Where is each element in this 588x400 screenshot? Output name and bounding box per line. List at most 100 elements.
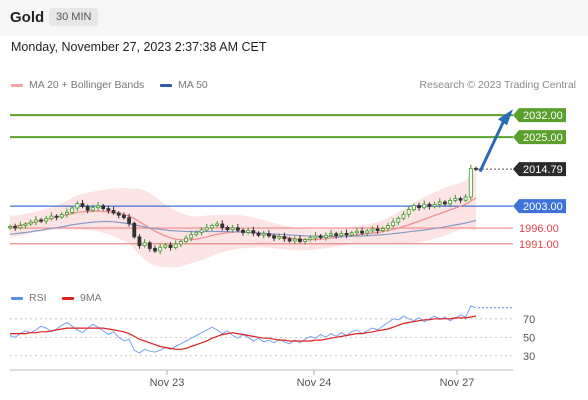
candle — [458, 196, 463, 204]
candle-body — [54, 215, 59, 218]
level-label-2003.00: 2003.00 — [523, 201, 563, 213]
candle-body — [132, 222, 137, 238]
candle-body — [396, 217, 401, 223]
candle — [121, 212, 126, 220]
candle-body — [272, 235, 277, 239]
rsi-legend-9ma: 9MA — [62, 292, 102, 304]
candle — [184, 235, 188, 244]
candle — [303, 237, 308, 245]
time-tick-label: Nov 23 — [150, 377, 185, 389]
candle — [453, 194, 458, 203]
candle — [422, 200, 427, 210]
candle — [282, 232, 287, 242]
candle-body — [287, 238, 292, 242]
candle-body — [391, 221, 396, 226]
candle-body — [230, 227, 235, 231]
candle — [153, 245, 157, 253]
candle — [437, 198, 442, 208]
candle-body — [360, 230, 365, 234]
chart-header: Gold 30 MIN — [0, 0, 588, 36]
candle-body — [18, 225, 23, 229]
price-legend-ma20: MA 20 + Bollinger Bands — [11, 79, 144, 91]
candle-body — [334, 233, 339, 236]
candle-body — [432, 204, 437, 207]
candle — [277, 233, 282, 240]
candle-body — [158, 246, 163, 252]
candle-body — [349, 232, 354, 236]
candle — [85, 204, 90, 214]
rsi-label: RSI — [29, 292, 47, 304]
ma20-label: MA 20 + Bollinger Bands — [29, 79, 145, 91]
candle-body — [437, 201, 442, 205]
target-arrow — [478, 109, 513, 173]
candle — [142, 239, 147, 248]
candle — [220, 220, 225, 231]
candle-body — [375, 228, 380, 231]
candle-body — [261, 233, 266, 236]
candle-body — [121, 214, 126, 219]
level-labels: 2032.00 2025.00 2014.79 2003.00 1996.00 1991.… — [513, 108, 566, 251]
level-tag-2032.00 — [513, 108, 566, 123]
candle-body — [365, 230, 370, 234]
candle-body — [474, 168, 478, 170]
copyright: Research © 2023 Trading Central — [419, 79, 576, 91]
candle — [173, 240, 178, 250]
candle — [360, 227, 365, 235]
candle-body — [401, 213, 406, 219]
candle-body — [323, 234, 328, 238]
candle-body — [417, 205, 421, 209]
candle-body — [101, 205, 106, 210]
candle-body — [106, 208, 111, 211]
candle — [59, 211, 64, 219]
candle-body — [220, 223, 225, 228]
candle-body — [277, 236, 282, 239]
candle — [292, 236, 297, 245]
instrument-title: Gold — [10, 9, 45, 26]
candle — [339, 230, 344, 238]
candle — [308, 234, 313, 242]
price-legend-ma50: MA 50 — [160, 79, 208, 91]
candle — [225, 225, 230, 232]
candle-body — [39, 219, 44, 222]
candle — [33, 216, 38, 226]
candle — [137, 234, 142, 249]
level-label-1991.00: 1991.00 — [519, 239, 559, 251]
candle — [168, 242, 173, 251]
rsi-tick-label: 70 — [523, 314, 535, 326]
ma20-swatch — [11, 83, 23, 87]
candle — [75, 200, 80, 212]
candle — [354, 228, 359, 236]
candle — [298, 235, 302, 244]
candle-body — [199, 229, 204, 233]
candle-body — [282, 236, 287, 240]
candle-body — [147, 242, 152, 249]
candle — [80, 199, 85, 209]
candle — [18, 221, 23, 230]
candle — [23, 222, 28, 229]
candle — [266, 229, 271, 238]
candle — [411, 203, 416, 212]
level-tag-2014.79 — [513, 162, 566, 177]
candle — [158, 243, 163, 255]
candlesticks — [8, 164, 478, 255]
candle-body — [65, 211, 69, 215]
candle-body — [339, 233, 344, 236]
candle-body — [28, 221, 33, 225]
candle-body — [241, 229, 245, 233]
candle — [199, 227, 204, 236]
timeframe-badge[interactable]: 30 MIN — [49, 8, 99, 26]
candle — [111, 206, 116, 215]
candle-body — [251, 230, 256, 234]
candle — [65, 208, 69, 218]
candle — [380, 226, 385, 233]
candle-body — [318, 235, 323, 238]
candle — [474, 166, 478, 171]
candle-body — [303, 239, 308, 242]
candle — [163, 243, 168, 250]
candle-body — [59, 214, 64, 218]
candle — [106, 205, 111, 214]
candle — [39, 218, 44, 224]
ma50-swatch — [160, 83, 172, 87]
candle — [54, 214, 59, 221]
